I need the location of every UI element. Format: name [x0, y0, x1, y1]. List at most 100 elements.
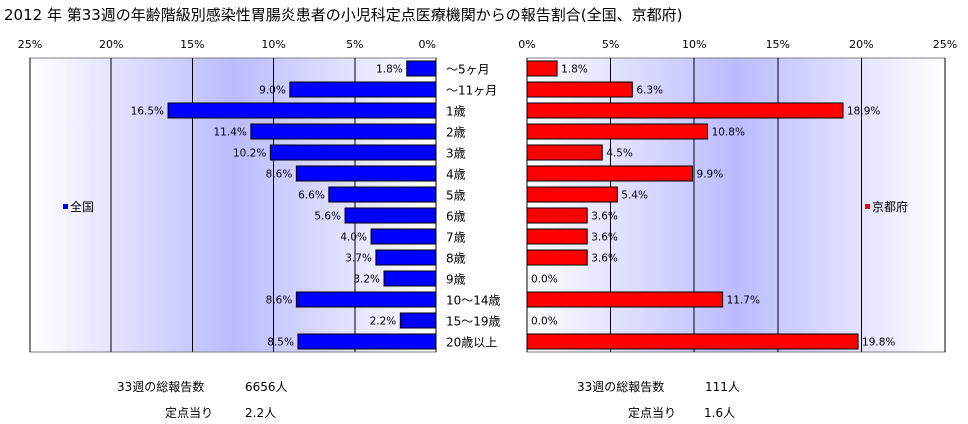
category-label: ～5ヶ月 — [446, 63, 490, 77]
kyoto-legend-marker — [865, 204, 870, 209]
kyoto-total: 33週の総報告数 111人 — [577, 378, 740, 395]
zenkoku-bar — [295, 165, 437, 182]
category-label: 10～14歳 — [446, 294, 501, 308]
zenkoku-value-label: 8.5% — [267, 337, 294, 349]
zenkoku-bar — [383, 270, 437, 287]
category-label: 7歳 — [446, 231, 466, 245]
kyoto-value-label: 5.4% — [621, 190, 648, 202]
zenkoku-total-value: 6656人 — [245, 380, 288, 394]
zenkoku-bar — [406, 60, 437, 77]
chart-title: 2012 年 第33週の年齢階級別感染性胃腸炎患者の小児科定点医療機関からの報告… — [4, 6, 683, 24]
kyoto-tick-label: 0% — [518, 38, 535, 51]
zenkoku-bar — [370, 228, 437, 245]
kyoto-total-value: 111人 — [705, 380, 740, 394]
chart-text: 25% 20% 15% 10% 5% 0%1.8%9.0%16.5%11.4%10.2%8… — [18, 38, 957, 350]
zenkoku-value-label: 8.6% — [266, 295, 293, 307]
kyoto-bar — [526, 102, 844, 119]
kyoto-per-label: 定点当り — [628, 406, 677, 420]
kyoto-tick-label: 10% — [682, 38, 706, 51]
kyoto-value-label: 0.0% — [531, 316, 558, 328]
zenkoku-total: 33週の総報告数 6656人 — [117, 378, 288, 395]
kyoto-tick-label: 15% — [766, 38, 790, 51]
zenkoku-value-label: 10.2% — [233, 148, 266, 160]
category-label: 2歳 — [446, 126, 466, 140]
category-label: 9歳 — [446, 273, 466, 287]
category-label: 6歳 — [446, 210, 466, 224]
zenkoku-value-label: 3.7% — [345, 253, 372, 265]
category-label: 1歳 — [446, 105, 466, 119]
category-label: 15～19歳 — [446, 315, 501, 329]
kyoto-value-label: 3.6% — [591, 211, 618, 223]
zenkoku-legend-marker — [63, 204, 68, 209]
kyoto-value-label: 18.9% — [847, 106, 880, 118]
zenkoku-bar — [375, 249, 437, 266]
category-label: 5歳 — [446, 189, 466, 203]
kyoto-value-label: 3.6% — [591, 253, 618, 265]
category-label: ～11ヶ月 — [446, 84, 497, 98]
category-label: 3歳 — [446, 147, 466, 161]
kyoto-value-label: 19.8% — [862, 337, 895, 349]
kyoto-bar — [526, 207, 588, 224]
kyoto-value-label: 1.8% — [561, 64, 588, 76]
zenkoku-bar — [399, 312, 437, 329]
zenkoku-per-value: 2.2人 — [245, 406, 277, 420]
kyoto-tick-label: 25% — [933, 38, 957, 51]
category-label: 4歳 — [446, 168, 466, 182]
kyoto-per-site: 定点当り 1.6人 — [628, 404, 735, 421]
zenkoku-bar — [295, 291, 437, 308]
kyoto-value-label: 9.9% — [697, 169, 724, 181]
zenkoku-value-label: 5.6% — [314, 211, 341, 223]
kyoto-bar — [526, 291, 724, 308]
kyoto-bar — [526, 186, 618, 203]
zenkoku-bar — [269, 144, 437, 161]
bars — [167, 60, 859, 350]
zenkoku-value-label: 4.0% — [340, 232, 367, 244]
zenkoku-tick-label: 0% — [419, 38, 436, 51]
kyoto-value-label: 6.3% — [636, 85, 663, 97]
zenkoku-value-label: 1.8% — [376, 64, 403, 76]
kyoto-bar — [526, 123, 709, 140]
zenkoku-per-site: 定点当り 2.2人 — [165, 404, 276, 421]
zenkoku-value-label: 2.2% — [370, 316, 397, 328]
zenkoku-tick-label: 25% — [18, 38, 42, 51]
zenkoku-bar — [328, 186, 437, 203]
kyoto-bar — [526, 228, 588, 245]
kyoto-value-label: 3.6% — [591, 232, 618, 244]
kyoto-bar — [526, 81, 633, 98]
zenkoku-bar — [167, 102, 437, 119]
zenkoku-total-label: 33週の総報告数 — [117, 380, 205, 394]
zenkoku-value-label: 3.2% — [353, 274, 380, 286]
zenkoku-bar — [250, 123, 437, 140]
kyoto-value-label: 4.5% — [606, 148, 633, 160]
zenkoku-per-label: 定点当り — [165, 406, 214, 420]
zenkoku-tick-label: 5% — [346, 38, 363, 51]
zenkoku-value-label: 11.4% — [214, 127, 247, 139]
kyoto-legend-label: 京都府 — [872, 199, 908, 214]
zenkoku-value-label: 9.0% — [259, 85, 286, 97]
zenkoku-value-label: 6.6% — [298, 190, 325, 202]
zenkoku-bar — [289, 81, 437, 98]
kyoto-bar — [526, 165, 694, 182]
zenkoku-value-label: 16.5% — [131, 106, 164, 118]
zenkoku-bar — [297, 333, 437, 350]
plot-backgrounds — [29, 57, 946, 353]
zenkoku-bar — [344, 207, 437, 224]
kyoto-value-label: 11.7% — [727, 295, 760, 307]
kyoto-bar — [526, 249, 588, 266]
kyoto-per-value: 1.6人 — [704, 406, 736, 420]
kyoto-value-label: 0.0% — [531, 274, 558, 286]
category-label: 20歳以上 — [446, 336, 497, 350]
category-label: 8歳 — [446, 252, 466, 266]
zenkoku-tick-label: 20% — [99, 38, 123, 51]
kyoto-tick-label: 20% — [849, 38, 873, 51]
kyoto-bar — [526, 333, 859, 350]
kyoto-bar — [526, 60, 558, 77]
kyoto-value-label: 10.8% — [712, 127, 745, 139]
kyoto-tick-label: 5% — [602, 38, 619, 51]
zenkoku-tick-label: 10% — [261, 38, 285, 51]
zenkoku-tick-label: 15% — [180, 38, 204, 51]
kyoto-bar — [526, 144, 603, 161]
kyoto-total-label: 33週の総報告数 — [577, 380, 665, 394]
zenkoku-value-label: 8.6% — [266, 169, 293, 181]
